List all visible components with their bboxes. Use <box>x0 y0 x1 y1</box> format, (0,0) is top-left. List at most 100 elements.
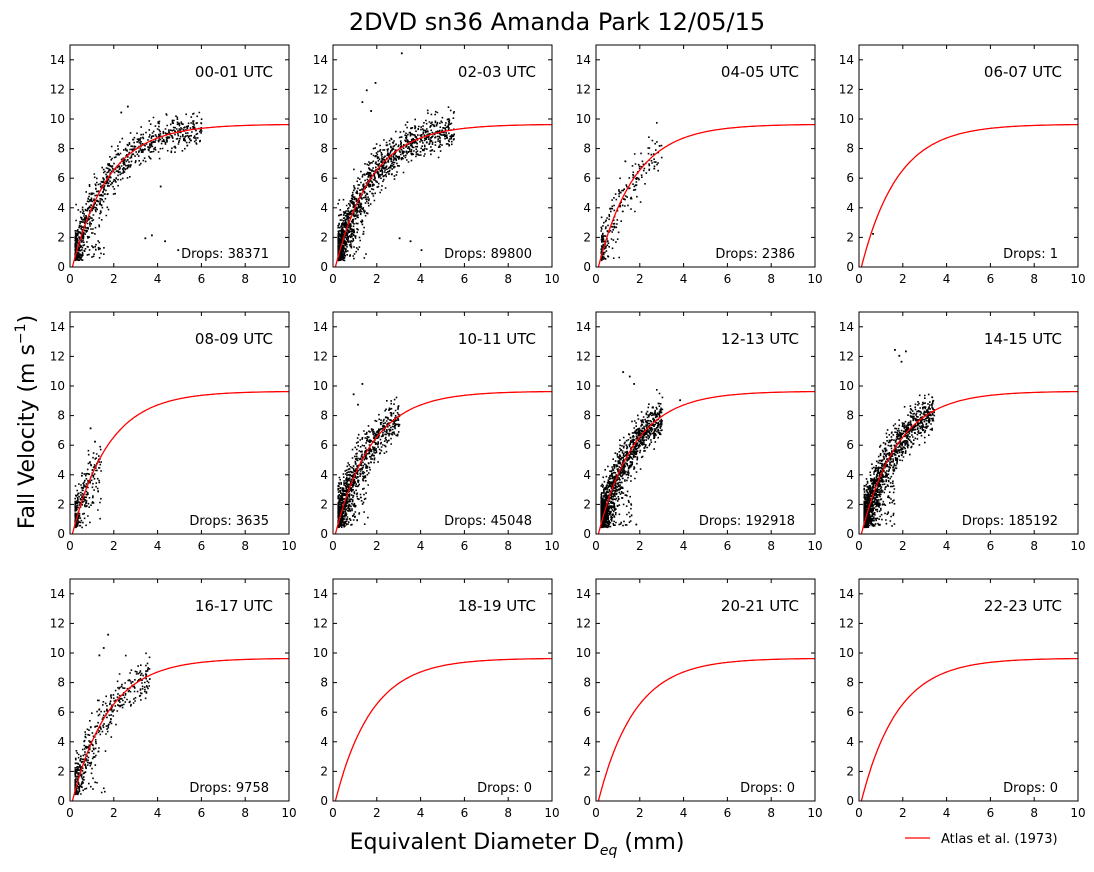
scatter-point <box>931 396 934 399</box>
y-axis-label-end: ) <box>15 315 40 324</box>
panel-frame <box>595 578 816 802</box>
x-tick-label: 6 <box>461 272 469 286</box>
y-tick-label: 10 <box>50 112 65 126</box>
x-tick-label: 2 <box>899 806 907 820</box>
y-tick-label: 4 <box>846 735 854 749</box>
x-tick-label: 6 <box>987 272 995 286</box>
y-tick-label: 8 <box>320 409 328 423</box>
x-axis-label-main: Equivalent Diameter D <box>350 830 600 855</box>
x-tick-label: 10 <box>807 539 822 553</box>
y-tick-label: 8 <box>583 142 591 156</box>
scatter-point <box>894 349 896 351</box>
scatter-point <box>352 393 355 396</box>
y-tick-label: 0 <box>846 794 854 808</box>
plot-area <box>597 122 815 267</box>
x-tick-label: 8 <box>504 806 512 820</box>
y-axis-label-main: Fall Velocity (m s <box>15 344 40 529</box>
panel-frame <box>858 44 1079 268</box>
scatter-point <box>98 654 101 657</box>
panel: 0 2 4 6 8 10 0 2 4 6 8 10 12 14 00-01 UTC Drops: 38371 <box>50 44 297 286</box>
panel-drops-label: Drops: 1 <box>1003 247 1058 262</box>
y-tick-label: 12 <box>576 616 591 630</box>
y-tick-label: 6 <box>583 705 591 719</box>
x-tick-label: 10 <box>281 806 296 820</box>
x-tick-label: 4 <box>680 539 688 553</box>
atlas-curve <box>597 390 815 534</box>
y-tick-label: 8 <box>846 676 854 690</box>
x-tick-label: 10 <box>281 539 296 553</box>
y-tick-label: 2 <box>320 497 328 511</box>
y-tick-label: 0 <box>846 260 854 274</box>
x-tick-label: 4 <box>154 539 162 553</box>
panel: 0 2 4 6 8 10 0 2 4 6 8 10 12 14 12-13 UTC Drops: 192918 <box>576 311 823 553</box>
y-tick-label: 14 <box>50 587 65 601</box>
figure-title: 2DVD sn36 Amanda Park 12/05/15 <box>349 8 765 36</box>
x-tick-label: 0 <box>66 272 74 286</box>
plot-area <box>860 657 1078 801</box>
panel-drops-label: Drops: 3635 <box>189 514 269 529</box>
panel-time-label: 16-17 UTC <box>195 597 273 615</box>
x-tick-label: 4 <box>417 806 425 820</box>
panel: 0 2 4 6 8 10 0 2 4 6 8 10 12 14 22-23 UTC Drops: 0 <box>839 578 1086 820</box>
plot-area <box>71 390 289 534</box>
x-tick-label: 10 <box>1070 806 1085 820</box>
plot-area <box>71 105 289 267</box>
y-tick-label: 14 <box>313 53 328 67</box>
y-tick-label: 8 <box>57 676 65 690</box>
scatter-point <box>628 375 631 378</box>
y-tick-label: 2 <box>846 497 854 511</box>
panel-frame <box>69 311 290 535</box>
scatter-point <box>898 354 901 357</box>
y-tick-label: 4 <box>320 201 328 215</box>
y-tick-label: 12 <box>313 82 328 96</box>
panel-drops-label: Drops: 0 <box>477 781 532 796</box>
scatter-point <box>420 249 423 252</box>
panel: 0 2 4 6 8 10 0 2 4 6 8 10 12 14 10-11 UTC Drops: 45048 <box>313 311 560 553</box>
y-tick-label: 6 <box>846 705 854 719</box>
scatter-point <box>398 237 401 240</box>
y-tick-label: 4 <box>583 201 591 215</box>
panel-drops-label: Drops: 192918 <box>699 514 795 529</box>
x-tick-label: 8 <box>1030 539 1038 553</box>
scatter-point <box>357 403 359 406</box>
y-tick-label: 6 <box>320 171 328 185</box>
panel-time-label: 00-01 UTC <box>195 63 273 81</box>
y-tick-label: 12 <box>313 616 328 630</box>
y-tick-label: 14 <box>313 320 328 334</box>
y-tick-label: 8 <box>583 676 591 690</box>
panel-time-label: 12-13 UTC <box>721 330 799 348</box>
atlas-curve <box>334 657 552 801</box>
panel-frame <box>858 311 1079 535</box>
x-tick-label: 4 <box>154 272 162 286</box>
y-tick-label: 14 <box>839 53 854 67</box>
y-tick-label: 6 <box>57 438 65 452</box>
y-tick-label: 2 <box>57 764 65 778</box>
panel: 0 2 4 6 8 10 0 2 4 6 8 10 12 14 02-03 UTC Drops: 89800 <box>313 44 560 286</box>
y-tick-label: 0 <box>320 260 328 274</box>
x-tick-label: 0 <box>66 539 74 553</box>
x-tick-label: 10 <box>544 806 559 820</box>
x-tick-label: 2 <box>899 539 907 553</box>
scatter-point <box>164 240 166 243</box>
y-tick-label: 0 <box>583 794 591 808</box>
x-tick-label: 2 <box>110 272 118 286</box>
atlas-curve <box>597 657 815 801</box>
scatter-cloud <box>337 106 455 262</box>
atlas-curve <box>597 123 815 267</box>
y-tick-label: 10 <box>50 646 65 660</box>
x-axis-label: Equivalent Diameter Deq (mm) <box>350 830 685 859</box>
scatter-point <box>361 101 364 104</box>
scatter-point <box>102 647 105 649</box>
scatter-point <box>409 240 412 243</box>
x-tick-label: 6 <box>724 806 732 820</box>
y-tick-label: 10 <box>839 112 854 126</box>
y-tick-label: 14 <box>576 587 591 601</box>
plot-area <box>71 633 289 801</box>
atlas-curve <box>860 123 1078 267</box>
x-tick-label: 8 <box>504 272 512 286</box>
y-tick-label: 0 <box>583 260 591 274</box>
y-tick-label: 12 <box>839 349 854 363</box>
plot-area <box>597 657 815 801</box>
x-tick-label: 10 <box>807 806 822 820</box>
scatter-point <box>900 360 903 363</box>
